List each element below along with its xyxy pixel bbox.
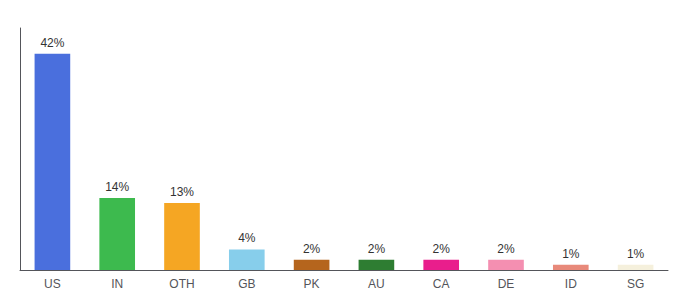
svg-text:SG: SG: [627, 277, 644, 291]
svg-text:PK: PK: [304, 277, 320, 291]
svg-text:US: US: [44, 277, 61, 291]
svg-text:GB: GB: [238, 277, 255, 291]
svg-text:CA: CA: [433, 277, 450, 291]
svg-text:DE: DE: [498, 277, 515, 291]
svg-text:14%: 14%: [105, 180, 129, 194]
svg-text:1%: 1%: [562, 247, 580, 261]
svg-text:1%: 1%: [627, 247, 645, 261]
svg-text:13%: 13%: [170, 185, 194, 199]
svg-text:42%: 42%: [40, 36, 64, 50]
svg-text:2%: 2%: [303, 242, 321, 256]
svg-text:AU: AU: [368, 277, 385, 291]
svg-text:2%: 2%: [497, 242, 515, 256]
svg-text:2%: 2%: [433, 242, 451, 256]
svg-text:ID: ID: [565, 277, 577, 291]
svg-text:4%: 4%: [238, 231, 256, 245]
svg-text:IN: IN: [111, 277, 123, 291]
svg-text:OTH: OTH: [169, 277, 194, 291]
svg-text:2%: 2%: [368, 242, 386, 256]
